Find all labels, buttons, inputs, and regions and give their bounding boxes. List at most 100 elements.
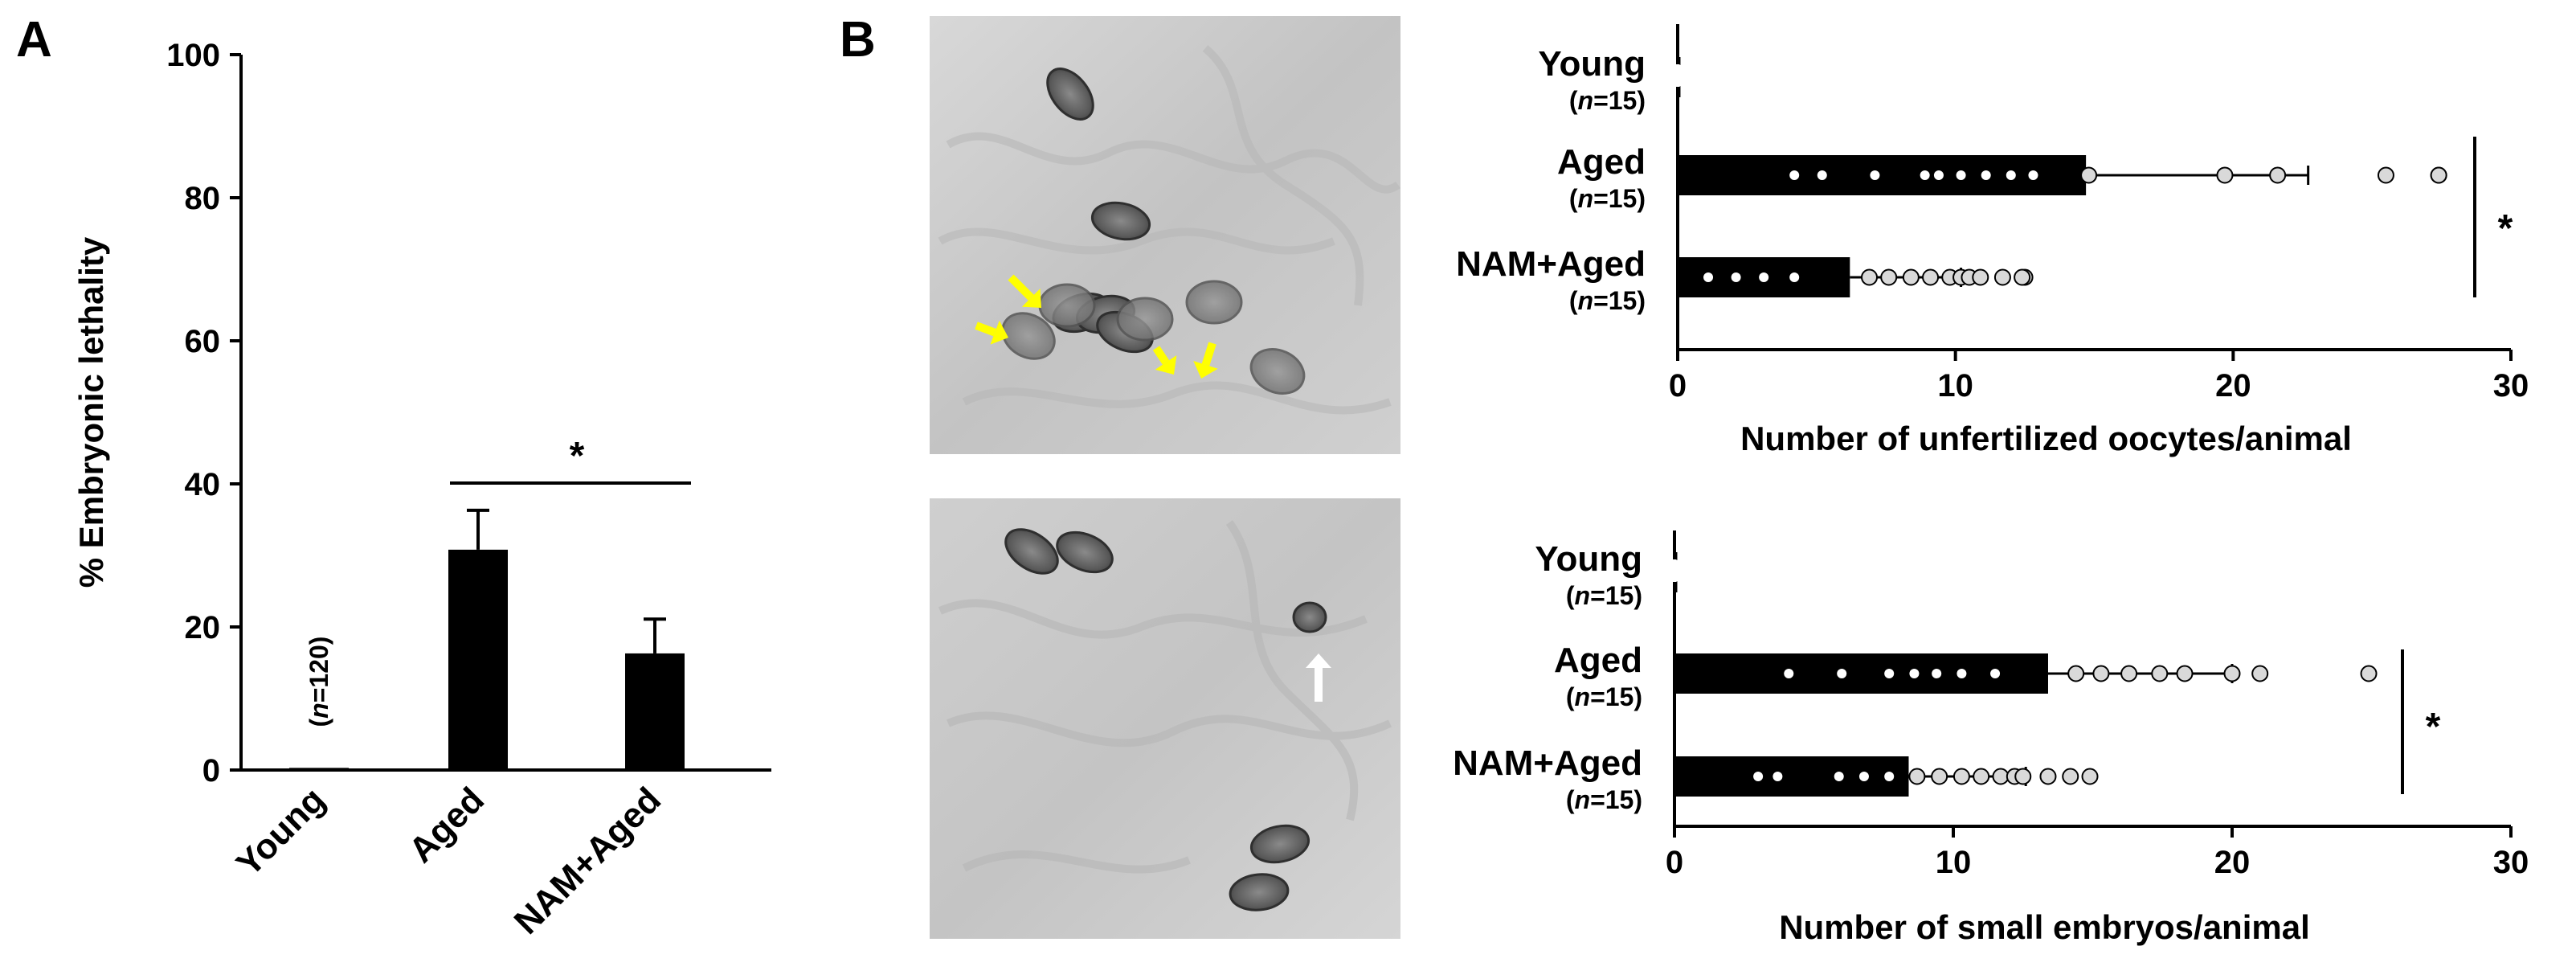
arrow-head-icon bbox=[1021, 288, 1041, 308]
data-point bbox=[1909, 669, 1920, 678]
y-tick-label: 60 bbox=[185, 324, 221, 359]
x-tick-label: 10 bbox=[1936, 845, 1972, 880]
data-point bbox=[1972, 268, 1989, 286]
x-category-label: Aged bbox=[402, 780, 492, 870]
data-point bbox=[2080, 166, 2098, 184]
category-label: Young bbox=[1535, 539, 1642, 579]
micrograph-small-embryos bbox=[930, 498, 1400, 939]
arrow-icon bbox=[1008, 274, 1034, 301]
data-point bbox=[1789, 272, 1800, 282]
embryo bbox=[1090, 201, 1151, 241]
data-point bbox=[1880, 268, 1898, 286]
y-tick-label: 20 bbox=[185, 610, 221, 645]
x-category-label: NAM+Aged bbox=[507, 780, 669, 941]
data-point bbox=[1931, 768, 1948, 785]
unfertilized-oocyte bbox=[1038, 283, 1096, 328]
n-label: (n=122) bbox=[640, 666, 669, 757]
embryonic-lethality-chart: 0 20 40 60 80 100 % Embryonic lethality (n=120)… bbox=[72, 38, 771, 942]
x-axis-title: Number of small embryos/animal bbox=[1779, 908, 2310, 946]
panel-letter-b: B bbox=[840, 12, 876, 68]
x-axis-title: Number of unfertilized oocytes/animal bbox=[1740, 420, 2352, 457]
n-label: (n=120) bbox=[305, 637, 333, 727]
data-point bbox=[2006, 170, 2016, 180]
data-point bbox=[2176, 665, 2194, 682]
x-tick-label: 0 bbox=[1666, 845, 1683, 880]
category-label: Aged bbox=[1554, 641, 1642, 680]
data-point bbox=[1773, 772, 1783, 781]
data-point bbox=[1981, 170, 1991, 180]
data-point bbox=[2014, 768, 2032, 785]
data-point bbox=[1673, 77, 1683, 87]
data-point bbox=[1933, 170, 1944, 180]
data-point bbox=[2028, 170, 2038, 180]
embryo bbox=[1056, 530, 1114, 574]
data-point bbox=[2081, 768, 2099, 785]
n-label: (n=15) bbox=[1566, 785, 1642, 814]
x-tick-label: 30 bbox=[2493, 845, 2529, 880]
small-embryo bbox=[1292, 601, 1327, 633]
bar-aged bbox=[1674, 653, 2048, 694]
data-point bbox=[2430, 166, 2447, 184]
data-point bbox=[1908, 768, 1926, 785]
data-point bbox=[2269, 166, 2287, 184]
embryo bbox=[1004, 528, 1059, 575]
micrograph-texture bbox=[938, 520, 1392, 874]
significance-star: * bbox=[570, 435, 585, 477]
data-point bbox=[1957, 669, 1967, 678]
data-point bbox=[1932, 669, 1942, 678]
x-category-label: Young bbox=[229, 780, 333, 883]
n-label: (n=15) bbox=[1569, 86, 1646, 115]
data-point bbox=[1703, 272, 1714, 282]
bar-nam-aged bbox=[1674, 756, 1909, 797]
arrow-head-icon bbox=[1193, 360, 1218, 379]
data-point bbox=[1870, 170, 1880, 180]
x-tick-label: 20 bbox=[2214, 845, 2251, 880]
data-point bbox=[2251, 665, 2269, 682]
unfertilized-oocyte bbox=[1001, 312, 1056, 360]
category-label: NAM+Aged bbox=[1456, 244, 1646, 284]
x-tick-label: 10 bbox=[1937, 368, 1973, 403]
y-tick-label: 80 bbox=[185, 181, 221, 216]
data-point bbox=[1973, 768, 1990, 785]
arrow-icon bbox=[975, 322, 996, 337]
bar-aged bbox=[448, 549, 508, 770]
unfertilized-oocyte bbox=[1116, 297, 1174, 342]
data-point bbox=[1884, 669, 1895, 678]
data-point bbox=[1731, 272, 1741, 282]
y-tick-label: 0 bbox=[202, 753, 220, 789]
data-point bbox=[1861, 268, 1879, 286]
x-tick-label: 30 bbox=[2493, 368, 2529, 403]
embryo bbox=[1229, 873, 1290, 911]
data-point bbox=[2092, 665, 2110, 682]
y-tick-label: 40 bbox=[185, 467, 221, 502]
data-point bbox=[2377, 166, 2394, 184]
data-point bbox=[1920, 170, 1930, 180]
data-point bbox=[1902, 268, 1920, 286]
panel-letter-a: A bbox=[16, 12, 52, 68]
data-point bbox=[2067, 665, 2085, 682]
unfertilized-oocytes-chart: 0 10 20 30 Number of unfertilized oocytes/an… bbox=[1456, 24, 2529, 457]
data-point bbox=[2062, 768, 2079, 785]
micrograph-unfertilized-oocytes bbox=[930, 16, 1400, 454]
data-point bbox=[1956, 170, 1966, 180]
category-label: Young bbox=[1538, 44, 1646, 84]
data-point bbox=[2223, 665, 2241, 682]
x-tick-label: 20 bbox=[2215, 368, 2251, 403]
significance-star: * bbox=[2426, 706, 2441, 748]
data-point bbox=[1753, 772, 1764, 781]
data-point bbox=[2014, 268, 2031, 286]
arrow-head-icon bbox=[1155, 355, 1177, 375]
data-point bbox=[1817, 170, 1827, 180]
data-point bbox=[1922, 268, 1940, 286]
n-label: (n=15) bbox=[1566, 581, 1642, 610]
data-point bbox=[2039, 768, 2057, 785]
x-tick-label: 0 bbox=[1669, 368, 1687, 403]
n-label: (n=15) bbox=[1569, 184, 1646, 213]
bar-aged bbox=[1678, 155, 2087, 195]
data-point bbox=[2360, 665, 2378, 682]
embryo bbox=[1046, 68, 1094, 121]
unfertilized-oocyte bbox=[1185, 280, 1243, 325]
unfertilized-oocyte bbox=[1249, 348, 1306, 395]
data-point bbox=[1784, 669, 1794, 678]
